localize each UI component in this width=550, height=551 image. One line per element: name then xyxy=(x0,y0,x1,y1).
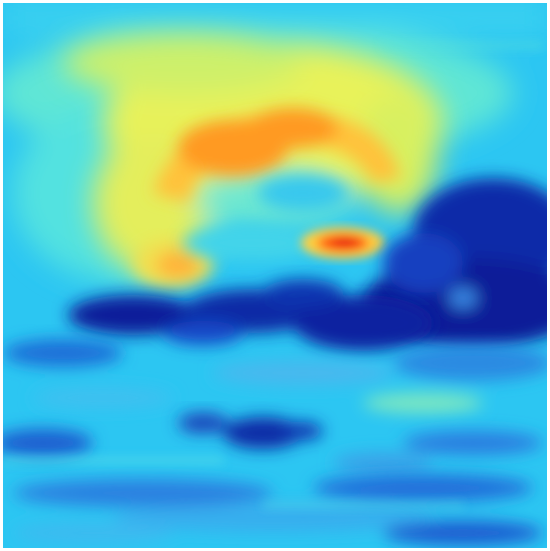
red-hotspot xyxy=(301,227,385,259)
lower-dark-blobs xyxy=(3,413,543,473)
orange-arc xyxy=(153,108,401,203)
heatmap-image xyxy=(3,3,547,548)
faint-streaks xyxy=(3,43,543,507)
cyan-pocket xyxy=(183,175,348,261)
heatmap-canvas xyxy=(3,3,547,548)
bottom-band xyxy=(13,474,543,545)
mid-streaks xyxy=(3,339,547,413)
yellow-arc xyxy=(63,33,443,273)
dark-band xyxy=(68,279,433,351)
